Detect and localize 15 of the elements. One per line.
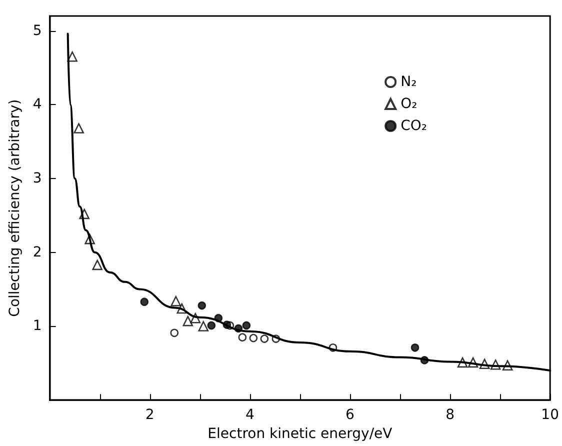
legend-label: CO₂ <box>400 118 428 134</box>
y-tick-label: 4 <box>32 96 42 113</box>
legend-label: N₂ <box>400 74 417 90</box>
y-tick-label: 3 <box>32 170 42 187</box>
y-tick-label: 5 <box>32 22 42 39</box>
x-tick-label: 6 <box>346 407 355 424</box>
x-axis-title: Electron kinetic energy/eV <box>208 426 393 442</box>
x-tick-label: 4 <box>245 407 254 424</box>
x-tick-label: 2 <box>145 407 154 424</box>
legend-label: O₂ <box>400 96 418 112</box>
x-tick-label: 10 <box>541 407 560 424</box>
y-tick-label: 2 <box>32 244 42 260</box>
x-tick-label: 8 <box>446 407 454 424</box>
y-tick-label: 1 <box>32 318 42 334</box>
y-axis-title: Collecting efficiency (arbitrary) <box>7 99 23 317</box>
